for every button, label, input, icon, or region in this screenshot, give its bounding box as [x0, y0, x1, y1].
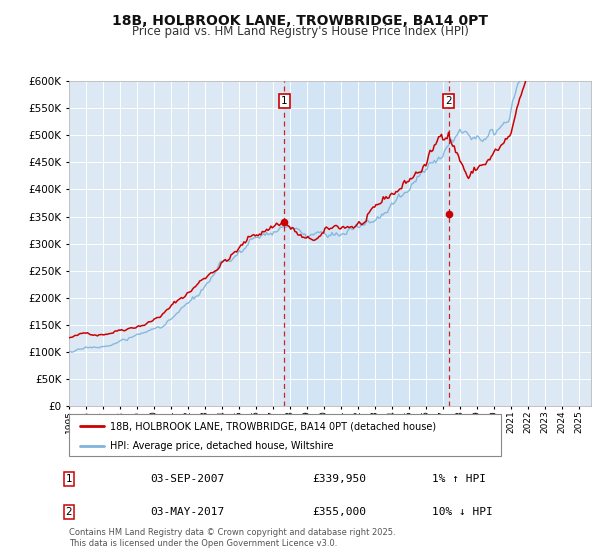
Text: 10% ↓ HPI: 10% ↓ HPI [432, 507, 493, 517]
Text: £339,950: £339,950 [312, 474, 366, 484]
Text: 1: 1 [65, 474, 73, 484]
Text: 2: 2 [65, 507, 73, 517]
Text: Price paid vs. HM Land Registry's House Price Index (HPI): Price paid vs. HM Land Registry's House … [131, 25, 469, 38]
Text: 1: 1 [281, 96, 288, 106]
Text: £355,000: £355,000 [312, 507, 366, 517]
Text: 03-SEP-2007: 03-SEP-2007 [150, 474, 224, 484]
Text: HPI: Average price, detached house, Wiltshire: HPI: Average price, detached house, Wilt… [110, 441, 334, 451]
Text: Contains HM Land Registry data © Crown copyright and database right 2025.
This d: Contains HM Land Registry data © Crown c… [69, 528, 395, 548]
Text: 1% ↑ HPI: 1% ↑ HPI [432, 474, 486, 484]
Text: 2: 2 [445, 96, 452, 106]
Text: 18B, HOLBROOK LANE, TROWBRIDGE, BA14 0PT: 18B, HOLBROOK LANE, TROWBRIDGE, BA14 0PT [112, 14, 488, 28]
Bar [284, 81, 449, 406]
Text: 03-MAY-2017: 03-MAY-2017 [150, 507, 224, 517]
FancyBboxPatch shape [69, 414, 501, 456]
Text: 18B, HOLBROOK LANE, TROWBRIDGE, BA14 0PT (detached house): 18B, HOLBROOK LANE, TROWBRIDGE, BA14 0PT… [110, 421, 436, 431]
